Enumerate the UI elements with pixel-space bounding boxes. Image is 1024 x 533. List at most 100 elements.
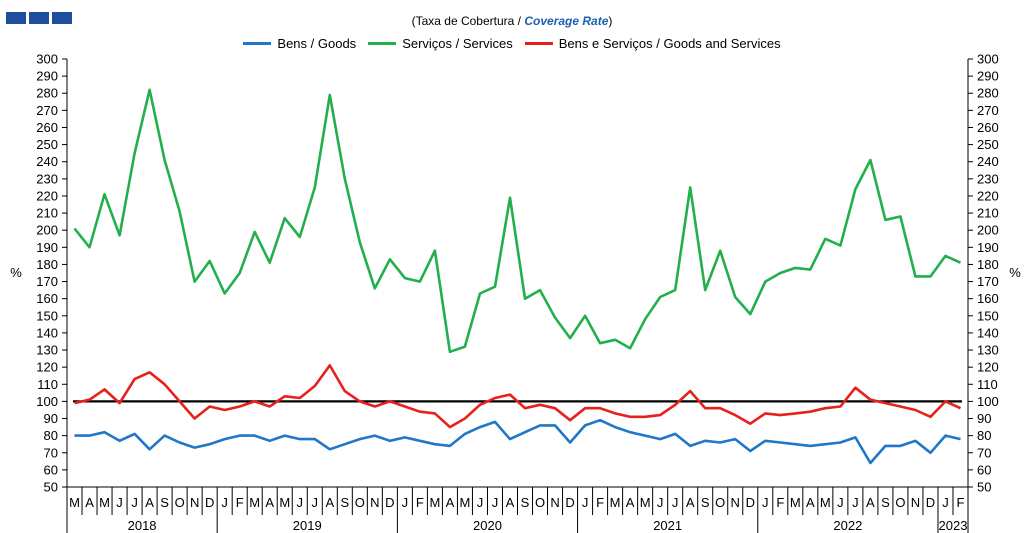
month-label: M (820, 495, 831, 510)
month-label: F (957, 495, 965, 510)
y-tick-label-right: 270 (977, 103, 999, 118)
y-tick-label-left: 210 (36, 206, 58, 221)
month-label: J (582, 495, 589, 510)
chart-title-english: Coverage Rate (524, 14, 609, 28)
month-label: A (325, 495, 334, 510)
month-label: J (657, 495, 664, 510)
y-tick-label-left: 50 (44, 480, 58, 495)
month-label: J (312, 495, 319, 510)
series-line-goods-services (74, 364, 962, 429)
month-label: J (942, 495, 949, 510)
y-tick-label-left: 260 (36, 120, 58, 135)
logo-block (6, 12, 26, 24)
series-line-services (73, 88, 962, 354)
month-label: A (806, 495, 815, 510)
y-tick-label-right: 50 (977, 480, 991, 495)
month-label: M (429, 495, 440, 510)
y-tick-label-left: 140 (36, 325, 58, 340)
month-label: D (205, 495, 214, 510)
month-label: M (99, 495, 110, 510)
legend-item-goods-services: Bens e Serviços / Goods and Services (524, 36, 781, 51)
month-label: N (190, 495, 199, 510)
month-label: S (160, 495, 169, 510)
month-label: D (746, 495, 755, 510)
y-tick-label-right: 140 (977, 325, 999, 340)
year-label: 2019 (293, 518, 322, 533)
month-label: O (715, 495, 725, 510)
axes: 50 50 60 60 70 70 80 80 90 90 100 100 110 110 120 120 13… (36, 52, 999, 533)
month-label: M (640, 495, 651, 510)
logo-block (52, 12, 72, 24)
month-label: F (236, 495, 244, 510)
month-label: M (249, 495, 260, 510)
y-tick-label-right: 300 (977, 52, 999, 67)
y-tick-label-right: 280 (977, 86, 999, 101)
year-label: 2022 (833, 518, 862, 533)
y-tick-label-right: 120 (977, 360, 999, 375)
chart-title-suffix: ) (608, 14, 613, 28)
legend-label-goods: Bens / Goods (277, 36, 357, 51)
y-tick-label-right: 290 (977, 69, 999, 84)
y-tick-label-right: 230 (977, 171, 999, 186)
series-line-goods (74, 418, 961, 465)
month-label: M (610, 495, 621, 510)
y-tick-label-right: 100 (977, 394, 999, 409)
month-label: J (837, 495, 844, 510)
y-tick-label-left: 290 (36, 69, 58, 84)
month-label: N (550, 495, 559, 510)
y-tick-label-left: 120 (36, 360, 58, 375)
month-label: A (686, 495, 695, 510)
month-label: N (370, 495, 379, 510)
y-tick-label-right: 240 (977, 154, 999, 169)
month-label: M (460, 495, 471, 510)
month-label: O (355, 495, 365, 510)
month-label: J (131, 495, 138, 510)
year-label: 2021 (653, 518, 682, 533)
month-label: J (762, 495, 769, 510)
y-tick-label-right: 80 (977, 428, 991, 443)
y-tick-label-left: 190 (36, 240, 58, 255)
y-tick-label-left: 100 (36, 394, 58, 409)
month-label: S (881, 495, 890, 510)
y-tick-label-right: 200 (977, 223, 999, 238)
y-tick-label-left: 250 (36, 137, 58, 152)
y-tick-label-left: 110 (37, 377, 58, 392)
y-tick-label-right: 180 (977, 257, 999, 272)
y-tick-label-right: 130 (977, 343, 999, 358)
month-label: J (477, 495, 484, 510)
month-label: J (221, 495, 228, 510)
month-label: J (852, 495, 859, 510)
y-tick-label-left: 160 (36, 291, 58, 306)
y-axis-label-left: % (10, 265, 22, 280)
series-layer (73, 88, 962, 465)
month-label: F (776, 495, 784, 510)
month-label: O (535, 495, 545, 510)
legend: Bens / Goods Serviços / Services Bens e … (0, 36, 1024, 51)
month-label: S (521, 495, 530, 510)
legend-item-goods: Bens / Goods (243, 36, 356, 51)
y-tick-label-left: 280 (36, 86, 58, 101)
month-label: J (402, 495, 409, 510)
legend-label-services: Serviços / Services (402, 36, 513, 51)
y-tick-label-right: 260 (977, 120, 999, 135)
month-label: J (116, 495, 123, 510)
y-tick-label-left: 130 (36, 343, 58, 358)
y-tick-label-left: 80 (44, 428, 58, 443)
legend-swatch-goods (243, 42, 272, 45)
y-tick-label-left: 180 (36, 257, 58, 272)
legend-swatch-services (368, 42, 397, 45)
y-tick-label-left: 270 (36, 103, 58, 118)
month-label: A (85, 495, 94, 510)
month-label: F (416, 495, 424, 510)
month-label: J (672, 495, 679, 510)
month-label: A (265, 495, 274, 510)
logo (6, 12, 72, 24)
y-tick-label-right: 190 (977, 240, 999, 255)
y-tick-label-left: 200 (36, 223, 58, 238)
y-tick-label-right: 210 (977, 206, 999, 221)
y-tick-label-left: 60 (44, 462, 58, 477)
y-tick-label-right: 150 (977, 308, 999, 323)
legend-swatch-goods-services (524, 42, 553, 45)
month-label: A (145, 495, 154, 510)
